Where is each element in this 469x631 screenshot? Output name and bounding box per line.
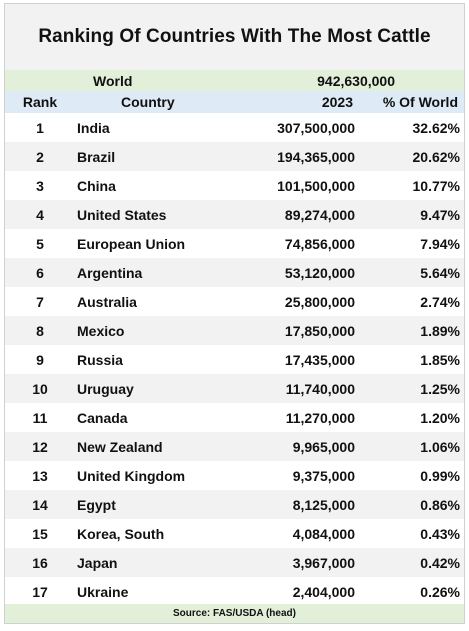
percent-cell: 1.89% <box>420 322 460 339</box>
source-text: Source: FAS/USDA (head) <box>173 608 296 619</box>
percent-cell: 0.43% <box>420 525 460 542</box>
country-cell: Argentina <box>77 264 143 281</box>
table-row: 2 Brazil 194,365,000 20.62% <box>5 142 464 171</box>
percent-cell: 10.77% <box>412 177 460 194</box>
table-row: 17 Ukraine 2,404,000 0.26% <box>5 577 464 606</box>
percent-cell: 9.47% <box>420 206 460 223</box>
percent-cell: 2.74% <box>420 293 460 310</box>
value-cell: 74,856,000 <box>284 235 355 252</box>
country-cell: China <box>77 177 116 194</box>
value-cell: 11,740,000 <box>285 380 355 397</box>
rank-cell: 2 <box>36 148 44 165</box>
value-cell: 2,404,000 <box>292 583 355 600</box>
country-cell: Uruguay <box>77 380 134 397</box>
value-cell: 3,967,000 <box>292 554 355 571</box>
header-rank: Rank <box>22 94 58 110</box>
percent-cell: 1.85% <box>420 351 460 368</box>
rank-cell: 8 <box>36 322 44 339</box>
rank-cell: 6 <box>36 264 44 281</box>
country-cell: Canada <box>77 409 128 426</box>
header-percent: % Of World <box>382 94 458 110</box>
country-cell: New Zealand <box>77 438 163 455</box>
rank-cell: 15 <box>32 525 48 542</box>
rank-cell: 3 <box>36 177 44 194</box>
country-cell: Korea, South <box>77 525 165 542</box>
value-cell: 25,800,000 <box>284 293 355 310</box>
table-row: 3 China 101,500,000 10.77% <box>5 171 464 200</box>
country-cell: United States <box>77 206 167 223</box>
value-cell: 53,120,000 <box>284 264 355 281</box>
percent-cell: 1.20% <box>420 409 460 426</box>
table-row: 15 Korea, South 4,084,000 0.43% <box>5 519 464 548</box>
country-cell: Egypt <box>77 496 116 513</box>
table-body: 1 India 307,500,000 32.62% 2 Brazil 194,365,00… <box>5 113 464 606</box>
rank-cell: 17 <box>32 583 48 600</box>
country-cell: Japan <box>77 554 118 571</box>
table-row: 9 Russia 17,435,000 1.85% <box>5 345 464 374</box>
table-row: 14 Egypt 8,125,000 0.86% <box>5 490 464 519</box>
world-label: World <box>93 72 133 89</box>
rank-cell: 7 <box>36 293 44 310</box>
percent-cell: 0.86% <box>420 496 460 513</box>
percent-cell: 1.06% <box>420 438 460 455</box>
country-cell: Mexico <box>77 322 125 339</box>
table-title: Ranking Of Countries With The Most Cattl… <box>38 26 431 47</box>
country-cell: Australia <box>77 293 137 310</box>
percent-cell: 32.62% <box>412 119 460 136</box>
rank-cell: 12 <box>32 438 48 455</box>
value-cell: 307,500,000 <box>277 119 355 136</box>
value-cell: 17,435,000 <box>284 351 355 368</box>
value-cell: 9,965,000 <box>292 438 355 455</box>
percent-cell: 0.42% <box>420 554 460 571</box>
table-row: 6 Argentina 53,120,000 5.64% <box>5 258 464 287</box>
rank-cell: 14 <box>32 496 48 513</box>
header-country: Country <box>121 94 175 110</box>
column-header-row: Rank Country 2023 % Of World <box>5 91 464 113</box>
country-cell: Brazil <box>77 148 116 165</box>
table-row: 12 New Zealand 9,965,000 1.06% <box>5 432 464 461</box>
world-value: 942,630,000 <box>317 72 395 89</box>
rank-cell: 13 <box>32 467 48 484</box>
country-cell: Ukraine <box>77 583 129 600</box>
table-row: 11 Canada 11,270,000 1.20% <box>5 403 464 432</box>
rank-cell: 1 <box>36 119 44 136</box>
title-band: Ranking Of Countries With The Most Cattl… <box>5 4 464 70</box>
value-cell: 17,850,000 <box>284 322 355 339</box>
table-row: 4 United States 89,274,000 9.47% <box>5 200 464 229</box>
table-row: 13 United Kingdom 9,375,000 0.99% <box>5 461 464 490</box>
value-cell: 89,274,000 <box>284 206 355 223</box>
table-row: 1 India 307,500,000 32.62% <box>5 113 464 142</box>
percent-cell: 7.94% <box>420 235 460 252</box>
value-cell: 9,375,000 <box>292 467 355 484</box>
country-cell: United Kingdom <box>77 467 186 484</box>
value-cell: 101,500,000 <box>277 177 355 194</box>
table-row: 8 Mexico 17,850,000 1.89% <box>5 316 464 345</box>
source-footer: Source: FAS/USDA (head) <box>5 604 464 623</box>
cattle-table-card: Ranking Of Countries With The Most Cattl… <box>4 3 465 624</box>
table-row: 16 Japan 3,967,000 0.42% <box>5 548 464 577</box>
value-cell: 8,125,000 <box>292 496 355 513</box>
country-cell: European Union <box>77 235 186 252</box>
rank-cell: 11 <box>32 409 48 426</box>
table-row: 5 European Union 74,856,000 7.94% <box>5 229 464 258</box>
percent-cell: 20.62% <box>412 148 460 165</box>
rank-cell: 5 <box>36 235 44 252</box>
rank-cell: 10 <box>32 380 48 397</box>
country-cell: India <box>77 119 110 136</box>
percent-cell: 5.64% <box>420 264 460 281</box>
rank-cell: 9 <box>36 351 44 368</box>
percent-cell: 1.25% <box>420 380 460 397</box>
percent-cell: 0.99% <box>420 467 460 484</box>
percent-cell: 0.26% <box>420 583 460 600</box>
world-total-row: World 942,630,000 <box>5 70 464 91</box>
rank-cell: 16 <box>32 554 48 571</box>
value-cell: 4,084,000 <box>292 525 355 542</box>
value-cell: 11,270,000 <box>285 409 355 426</box>
table-row: 10 Uruguay 11,740,000 1.25% <box>5 374 464 403</box>
value-cell: 194,365,000 <box>277 148 355 165</box>
country-cell: Russia <box>77 351 123 368</box>
rank-cell: 4 <box>36 206 44 223</box>
header-year: 2023 <box>321 94 353 110</box>
table-row: 7 Australia 25,800,000 2.74% <box>5 287 464 316</box>
